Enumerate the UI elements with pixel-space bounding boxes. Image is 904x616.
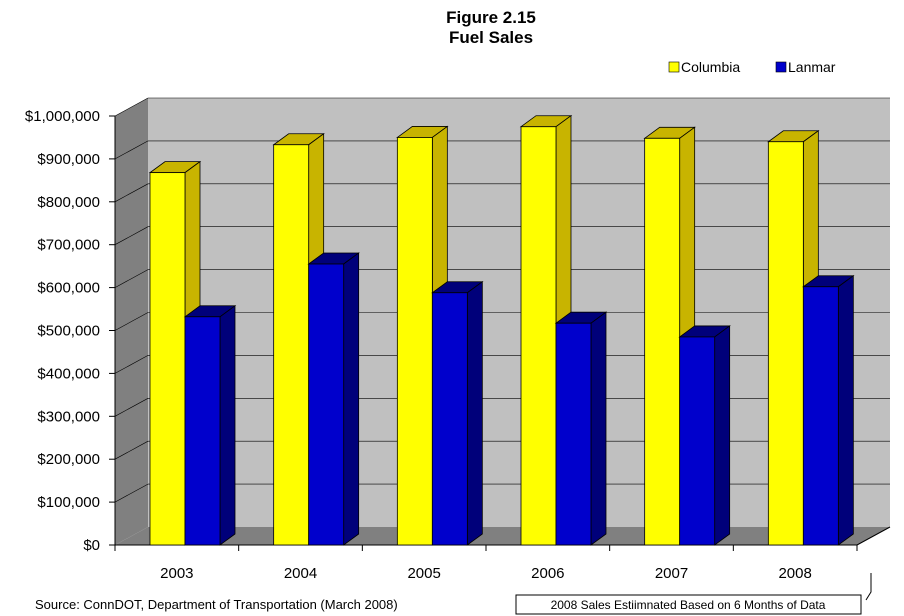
y-tick-label: $600,000 (37, 280, 100, 297)
y-tick-label: $500,000 (37, 323, 100, 340)
y-tick-label: $0 (83, 537, 100, 554)
x-tick-label: 2003 (160, 565, 193, 582)
callout-text: 2008 Sales Estiimnated Based on 6 Months… (551, 598, 826, 612)
legend-swatch-columbia (668, 61, 680, 73)
bar-lanmar-2007 (679, 336, 716, 546)
side-gridline (114, 398, 149, 417)
floor-edge (856, 526, 891, 546)
side-gridline (114, 97, 149, 117)
side-gridline (114, 483, 149, 503)
bar-lanmar-2007-side (714, 325, 731, 546)
y-tick-label: $800,000 (37, 194, 100, 211)
bar-lanmar-2005-side (466, 280, 483, 546)
bar-columbia-2007 (644, 137, 681, 546)
bar-lanmar-2006-side (590, 311, 607, 546)
side-gridline (114, 140, 149, 160)
side-gridline (114, 183, 149, 203)
x-tick-label: 2005 (407, 565, 440, 582)
source-note: Source: ConnDOT, Department of Transport… (35, 597, 398, 612)
bar-columbia-2006 (520, 126, 557, 546)
legend-label-lanmar: Lanmar (788, 59, 836, 75)
y-tick-label: $400,000 (37, 365, 100, 382)
bar-columbia-2008 (767, 141, 804, 546)
bar-lanmar-2005 (431, 292, 468, 546)
legend-swatch-lanmar (775, 61, 787, 73)
legend-label-columbia: Columbia (681, 59, 740, 75)
chart-subtitle: Fuel Sales (449, 28, 533, 47)
bar-lanmar-2004-side (343, 252, 360, 546)
x-tick-label: 2007 (655, 565, 688, 582)
y-tick-label: $900,000 (37, 151, 100, 168)
side-gridline (114, 226, 149, 245)
y-tick-label: $1,000,000 (25, 108, 100, 125)
side-gridline (114, 312, 149, 331)
x-tick-label: 2004 (284, 565, 317, 582)
callout-box (515, 594, 862, 615)
plot-area: $0 $100,000 $200,000 $300,000 $400,000 $500,0… (25, 97, 891, 582)
bar-lanmar-2008 (802, 286, 839, 546)
y-tick-label: $100,000 (37, 494, 100, 511)
side-gridline (114, 440, 149, 460)
bar-lanmar-2004 (308, 263, 345, 546)
bar-columbia-2004 (273, 144, 310, 546)
bar-lanmar-2003-side (219, 304, 236, 546)
side-gridline (114, 269, 149, 288)
estimate-callout: 2008 Sales Estiimnated Based on 6 Months… (515, 573, 872, 615)
y-tick-label: $700,000 (37, 237, 100, 254)
chart-title: Figure 2.15 (446, 8, 536, 27)
bar-lanmar-2008-side (837, 274, 854, 546)
bar-lanmar-2003 (184, 316, 221, 546)
y-tick-label: $300,000 (37, 408, 100, 425)
chart-legend: Columbia Lanmar (668, 59, 836, 75)
bar-columbia-2003 (149, 172, 186, 546)
side-gridline (114, 355, 149, 374)
x-tick-label: 2006 (531, 565, 564, 582)
bar-columbia-2005 (396, 137, 433, 546)
callout-line (865, 573, 872, 601)
bar-lanmar-2006 (555, 322, 592, 546)
x-tick-label: 2008 (778, 565, 811, 582)
y-tick-label: $200,000 (37, 451, 100, 468)
